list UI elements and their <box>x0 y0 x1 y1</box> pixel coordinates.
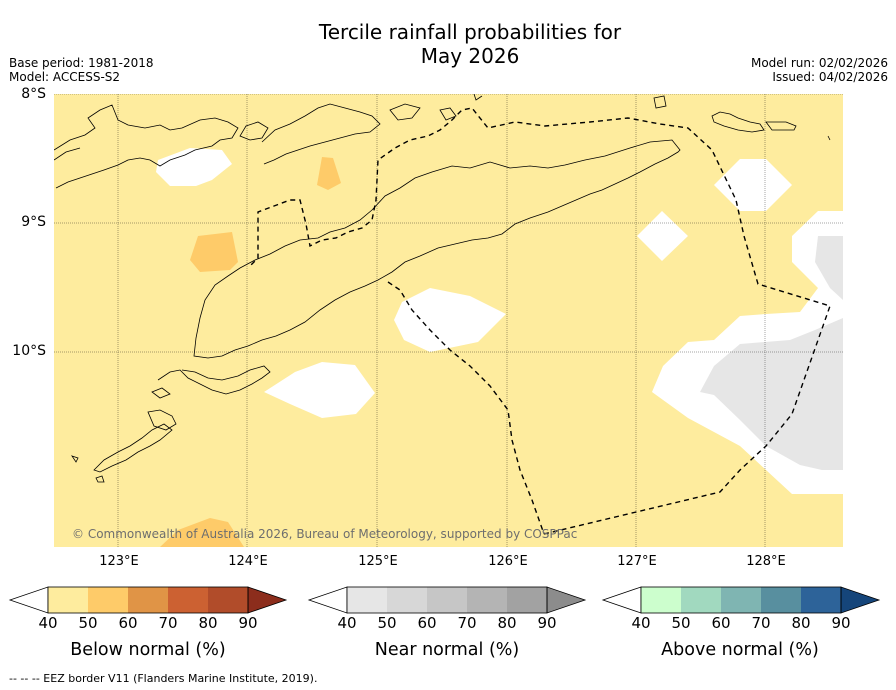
colorbar-tick-label: 60 <box>711 614 731 632</box>
colorbar-segment <box>681 587 721 613</box>
colorbar-tick-label: 90 <box>831 614 851 632</box>
above-normal-colorbar <box>601 586 881 614</box>
near-normal-40-50-patch <box>700 318 843 470</box>
map-title: Tercile rainfall probabilities for May 2… <box>0 20 896 68</box>
issued-text: Issued: 04/02/2026 <box>772 70 888 84</box>
colorbar-over-extension <box>247 586 288 614</box>
colorbar-under-extension <box>8 586 49 614</box>
below-normal-50-60-patch <box>317 157 341 190</box>
colorbar-tick-label: 40 <box>631 614 651 632</box>
colorbar-outline <box>640 586 842 614</box>
colorbar-outline <box>346 586 548 614</box>
colorbar-segment <box>507 587 547 613</box>
lon-label-128e: 128°E <box>746 554 786 569</box>
colorbar-tick-label: 80 <box>791 614 811 632</box>
copyright-notice: © Commonwealth of Australia 2026, Bureau… <box>72 527 577 541</box>
below-normal-title: Below normal (%) <box>70 640 226 660</box>
colorbar-tick-label: 60 <box>118 614 138 632</box>
colorbar-tick-label: 90 <box>537 614 557 632</box>
lon-label-125e: 125°E <box>358 554 398 569</box>
no-dominant-patch <box>714 159 792 211</box>
title-line-1: Tercile rainfall probabilities for <box>318 20 622 44</box>
colorbar-over-extension <box>840 586 881 614</box>
lon-label-127e: 127°E <box>617 554 657 569</box>
above-normal-title: Above normal (%) <box>661 640 819 660</box>
colorbar-segment <box>168 587 208 613</box>
lon-label-124e: 124°E <box>228 554 268 569</box>
colorbar-tick-label: 40 <box>337 614 357 632</box>
colorbar-tick-label: 70 <box>751 614 771 632</box>
graticule <box>54 94 843 547</box>
colorbar-outline <box>47 586 249 614</box>
model-run-text: Model run: 02/02/2026 <box>750 56 888 70</box>
colorbar-segment <box>387 587 427 613</box>
no-dominant-patch <box>394 288 506 352</box>
colorbars <box>8 586 881 614</box>
colorbar-tick-label: 70 <box>158 614 178 632</box>
colorbar-tick-label: 50 <box>671 614 691 632</box>
eez-border <box>249 107 831 535</box>
colorbar-segment <box>761 587 801 613</box>
lon-label-123e: 123°E <box>99 554 139 569</box>
colorbar-segment <box>128 587 168 613</box>
eez-border-legend: -- -- -- EEZ border V11 (Flanders Marine… <box>9 672 318 685</box>
colorbar-segment <box>641 587 681 613</box>
title-line-2: May 2026 <box>420 44 520 68</box>
probability-map: © Commonwealth of Australia 2026, Bureau… <box>54 94 843 547</box>
colorbar-segment <box>208 587 248 613</box>
colorbar-segment <box>467 587 507 613</box>
colorbar-tick-label: 50 <box>377 614 397 632</box>
no-dominant-patch <box>156 148 232 186</box>
base-period-text: Base period: 1981-2018 <box>9 56 154 70</box>
near-normal-colorbar <box>307 586 587 614</box>
model-text: Model: ACCESS-S2 <box>9 70 121 84</box>
colorbar-tick-label: 80 <box>497 614 517 632</box>
lat-label-10s: 10°S <box>12 343 46 359</box>
colorbar-segment <box>347 587 387 613</box>
colorbar-segment <box>88 587 128 613</box>
lon-label-126e: 126°E <box>488 554 528 569</box>
below-normal-colorbar <box>8 586 288 614</box>
colorbar-segment <box>48 587 88 613</box>
colorbar-tick-label: 60 <box>417 614 437 632</box>
base-period-info: Base period: 1981-2018 Model: ACCESS-S2 <box>9 56 154 84</box>
colorbar-tick-label: 50 <box>78 614 98 632</box>
lat-label-9s: 9°S <box>21 214 46 230</box>
colorbar-under-extension <box>601 586 642 614</box>
model-run-info: Model run: 02/02/2026 Issued: 04/02/2026 <box>751 56 888 84</box>
below-normal-50-60-patch <box>190 232 238 272</box>
colorbar-under-extension <box>307 586 348 614</box>
no-dominant-patch <box>637 211 688 261</box>
colorbar-tick-label: 80 <box>198 614 218 632</box>
near-normal-title: Near normal (%) <box>374 640 520 660</box>
below-normal-50-60-patch <box>160 518 244 547</box>
colorbar-over-extension <box>546 586 587 614</box>
colorbar-segment <box>721 587 761 613</box>
colorbar-segment <box>801 587 841 613</box>
colorbar-tick-label: 40 <box>38 614 58 632</box>
colorbar-tick-label: 90 <box>238 614 258 632</box>
colorbar-segment <box>427 587 467 613</box>
coastlines <box>54 94 831 483</box>
no-dominant-patch <box>264 362 375 418</box>
colorbar-tick-label: 70 <box>457 614 477 632</box>
near-normal-40-50-patch <box>815 236 843 300</box>
lat-label-8s: 8°S <box>21 86 46 102</box>
